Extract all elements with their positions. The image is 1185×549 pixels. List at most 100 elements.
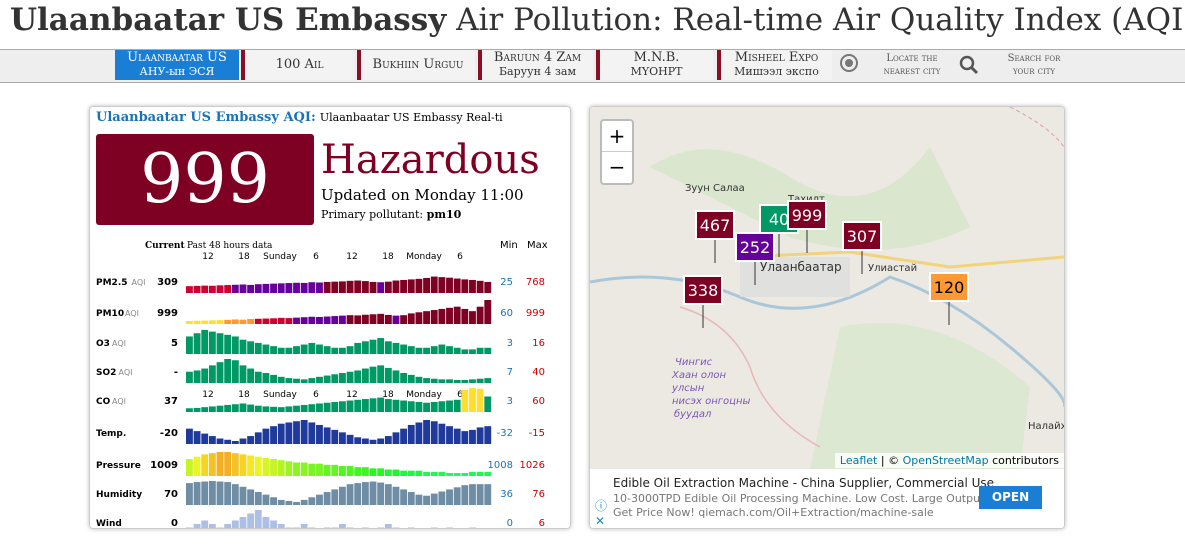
row-unit: AQI: [119, 368, 133, 377]
history-bar: [224, 359, 232, 383]
history-bar: [423, 420, 430, 444]
marker-value: 40: [769, 210, 789, 229]
history-bar: [415, 494, 423, 505]
marker-value: 120: [934, 278, 965, 297]
marker-box: [695, 210, 735, 240]
history-bar: [193, 333, 201, 354]
history-bar: [346, 484, 354, 505]
history-bar: [369, 398, 377, 412]
search-link[interactable]: Search for your city: [994, 52, 1074, 78]
zoom-control: + −: [600, 119, 634, 185]
history-bar: [224, 334, 232, 354]
map[interactable]: Зуун Салаа Тахилт Улаанбаатар Улиастай Чинги…: [590, 107, 1064, 469]
history-bar: [239, 454, 247, 476]
history-bar: [400, 279, 408, 293]
history-bar: [453, 428, 461, 444]
page-title: Ulaanbaatar US Embassy Air Pollution: Re…: [10, 2, 1185, 38]
history-bar: [469, 484, 476, 505]
nav-tab[interactable]: Misheel Expo Мишээл экспо: [717, 50, 832, 80]
locate-link[interactable]: Locate the nearest city: [872, 52, 952, 78]
current-label: Current: [145, 241, 185, 251]
history-bar: [354, 467, 362, 476]
nav-tab[interactable]: Ulaanbaatar US АНУ-ын ЭСЯ: [115, 50, 239, 80]
history-bar: [423, 471, 430, 476]
ad-title[interactable]: Edible Oil Extraction Machine - China Su…: [613, 476, 995, 490]
row-current: 1009: [150, 460, 178, 471]
leaflet-link[interactable]: Leaflet: [839, 454, 878, 467]
history-bar: [415, 312, 423, 324]
history-bar: [247, 368, 255, 383]
history-bar: [346, 466, 354, 476]
history-bar: [216, 333, 224, 354]
aqi-marker[interactable]: 307: [842, 221, 882, 274]
nav-tab[interactable]: Bukhiin Urguu: [357, 50, 475, 80]
history-bar: [384, 341, 392, 354]
place-label: Чингис: [675, 357, 713, 368]
history-bar: [469, 527, 476, 528]
history-bar: [231, 336, 239, 354]
history-bar: [300, 420, 308, 444]
history-bar: [285, 283, 293, 293]
history-bar: [346, 434, 354, 444]
history-bar: [469, 471, 476, 476]
osm-link[interactable]: OpenStreetMap: [902, 454, 989, 467]
ad[interactable]: ⓘ ✕ Edible Oil Extraction Machine - China…: [590, 469, 1064, 528]
row-current: 37: [164, 396, 178, 407]
history-bar: [254, 342, 262, 354]
history-bar: [339, 432, 346, 444]
history-bar: [270, 520, 277, 528]
history-bar: [323, 281, 331, 293]
history-bar: [254, 405, 262, 412]
history-bar: [430, 471, 438, 476]
history-bar: [186, 336, 193, 354]
nav-tab[interactable]: Baruun 4 Zam Баруун 4 зам: [478, 50, 593, 80]
row-name: PM10: [96, 309, 124, 319]
history-bar: [484, 281, 492, 293]
aqi-marker[interactable]: 252: [735, 232, 775, 285]
history-bar: [186, 408, 193, 412]
pollutant: pm10: [426, 208, 462, 221]
history-bar: [224, 524, 232, 528]
history-bar: [186, 459, 193, 476]
aqi-widget: Ulaanbaatar US Embassy AQI: Ulaanbaatar …: [89, 106, 571, 529]
history-bar: [193, 431, 201, 444]
history-bar: [392, 486, 400, 505]
history-bar: [354, 280, 362, 293]
history-bar: [316, 344, 323, 354]
aqi-marker[interactable]: 999: [787, 200, 827, 253]
history-bar: [262, 494, 270, 505]
ad-open-button[interactable]: OPEN: [979, 486, 1042, 509]
history-bar: [461, 380, 469, 383]
history-bar: [438, 471, 446, 476]
history-bar: [262, 517, 270, 528]
nav-tab[interactable]: M.N.B. МҮОНРТ: [596, 50, 713, 80]
ad-info[interactable]: ⓘ ✕: [595, 499, 608, 528]
aqi-marker[interactable]: 467: [695, 210, 735, 263]
search-icon[interactable]: [958, 54, 980, 80]
history-bar: [193, 456, 201, 476]
zoom-out[interactable]: −: [608, 155, 626, 179]
row-max: 6: [539, 518, 545, 528]
history-bar: [300, 404, 308, 412]
time-label: Monday: [406, 252, 442, 262]
history-bar: [224, 439, 232, 444]
history-bar: [346, 280, 354, 293]
row-current: -20: [160, 428, 178, 439]
aqi-marker[interactable]: 338: [683, 275, 723, 328]
tab-line1: M.N.B.: [633, 50, 680, 65]
history-bar: [377, 282, 385, 293]
nav-tab[interactable]: 100 Ail: [241, 50, 354, 80]
history-bar: [277, 423, 285, 444]
history-bar: [224, 404, 232, 412]
history-bar: [331, 402, 339, 412]
history-bar: [369, 339, 377, 354]
aqi-marker[interactable]: 120: [929, 272, 969, 325]
history-bar: [346, 315, 354, 324]
history-bar: [415, 422, 423, 444]
zoom-in[interactable]: +: [602, 121, 632, 152]
ad-line1: 10-3000TPD Edible Oil Processing Machine…: [613, 492, 988, 505]
locate-icon[interactable]: [838, 52, 858, 72]
row-max: -15: [529, 428, 545, 439]
history-bar: [392, 280, 400, 293]
